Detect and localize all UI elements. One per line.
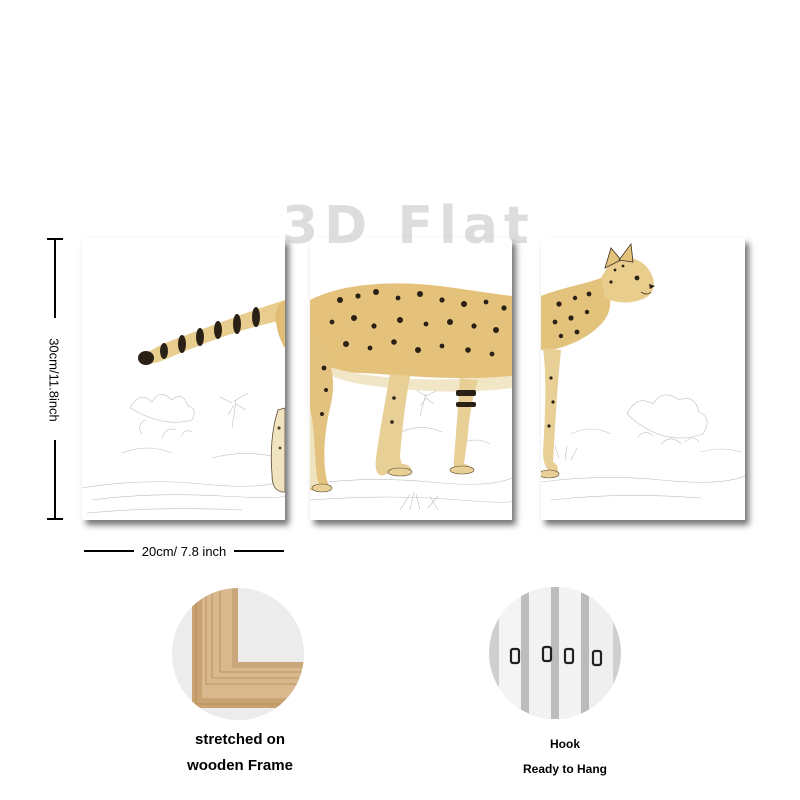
width-dimension-label: 20cm/ 7.8 inch [141,543,227,559]
height-dimension-line-bottom [54,440,56,520]
hook-icon [489,587,621,719]
hook-caption-line1: Hook [550,737,580,751]
hook-photo [489,587,621,719]
width-dimension-line-right [234,550,285,552]
hook-caption-line2: Ready to Hang [522,762,607,776]
serval-right-section-image [541,242,745,501]
height-dimension-line [47,238,63,520]
watermark-text: 3D Flat [282,196,535,256]
height-dimension-bottom-tick [47,518,63,520]
canvas-panel-left[interactable] [82,238,285,520]
serval-left-section-image [82,300,285,514]
frame-caption-line2: wooden Frame [187,757,293,774]
wooden-frame-photo [172,588,304,720]
serval-center-section-image [310,283,512,511]
width-dimension-line: 20cm/ 7.8 inch [84,543,285,559]
height-dimension-label: 30cm/11.8inch [46,338,62,422]
frame-caption-line1: stretched on [194,731,285,748]
wooden-frame-icon [172,588,304,720]
height-dimension-line-top [54,238,56,318]
canvas-panel-center[interactable] [310,238,512,520]
canvas-panel-right[interactable] [541,238,745,520]
width-dimension-line-left [84,550,134,552]
